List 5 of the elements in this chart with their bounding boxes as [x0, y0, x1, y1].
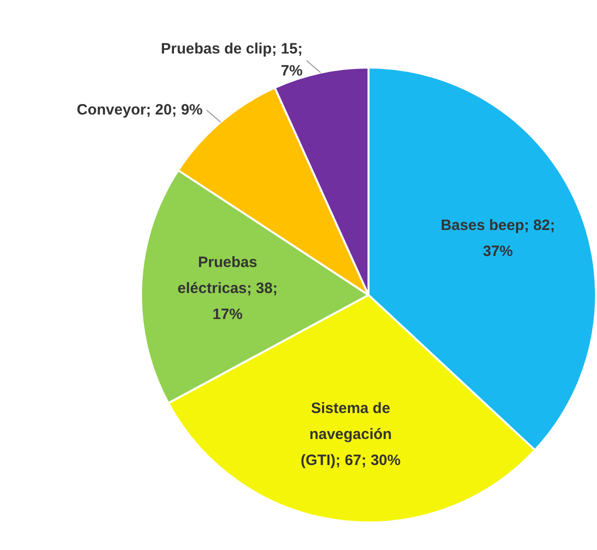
slice-label: Sistema de navegación (GTI); 67; 30% — [300, 400, 401, 470]
slice-label: Pruebas eléctricas; 38; 17% — [178, 254, 278, 324]
slice-label: Pruebas de clip; 15; 7% — [160, 40, 303, 80]
slice-label: Bases beep; 82; 37% — [440, 216, 555, 260]
slice-label: Conveyor; 20; 9% — [76, 101, 203, 118]
